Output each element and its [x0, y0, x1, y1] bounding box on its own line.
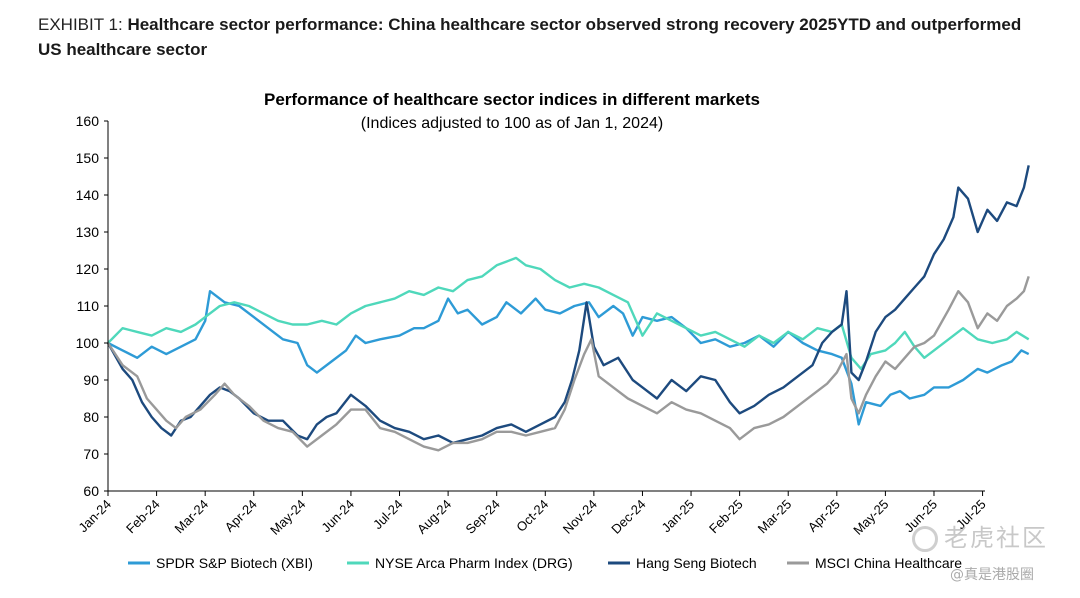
x-tick-label: Apr-25	[805, 497, 843, 535]
y-tick-label: 70	[83, 446, 99, 462]
legend-label-3: Hang Seng Biotech	[636, 555, 757, 571]
legend-label-4: MSCI China Healthcare	[815, 555, 962, 571]
x-tick-label: Feb-24	[123, 497, 163, 537]
x-tick-label: Nov-24	[560, 497, 600, 537]
y-tick-label: 110	[77, 298, 100, 314]
x-tick-label: Jun-24	[318, 497, 357, 536]
x-tick-label: Mar-24	[172, 497, 212, 537]
legend-label-2: NYSE Arca Pharm Index (DRG)	[375, 555, 573, 571]
watermark-brand: 老虎社区	[912, 518, 1048, 553]
y-tick-label: 160	[76, 113, 100, 129]
x-tick-label: Jan-25	[658, 497, 697, 536]
x-tick-label: Dec-24	[608, 497, 648, 537]
exhibit-heading: EXHIBIT 1: Healthcare sector performance…	[38, 12, 1038, 62]
tiger-logo-icon	[912, 526, 938, 552]
series-line-1	[107, 290, 1030, 426]
chart-title: Performance of healthcare sector indices…	[264, 90, 760, 109]
x-tick-label: Feb-25	[706, 497, 746, 537]
x-tick-label: May-25	[850, 497, 891, 538]
legend: SPDR S&P Biotech (XBI) NYSE Arca Pharm In…	[128, 555, 962, 571]
y-tick-label: 120	[76, 261, 100, 277]
series-line-4	[106, 276, 1030, 452]
y-tick-label: 60	[83, 483, 99, 499]
exhibit-prefix: EXHIBIT 1:	[38, 15, 128, 34]
y-tick-label: 80	[83, 409, 99, 425]
y-tick-label: 130	[76, 224, 100, 240]
x-tick-label: Mar-25	[755, 497, 795, 537]
x-tick-label: Jan-24	[75, 497, 114, 536]
series-layer	[106, 165, 1030, 452]
x-tick-label: Oct-24	[513, 497, 551, 535]
x-tick-label: Apr-24	[222, 497, 260, 535]
watermark-brand-text: 老虎社区	[944, 524, 1048, 552]
legend-label-1: SPDR S&P Biotech (XBI)	[156, 555, 313, 571]
x-tick-label: May-24	[267, 497, 308, 538]
x-tick-label: Sep-24	[463, 497, 503, 537]
x-tick-label: Aug-24	[414, 497, 454, 537]
y-tick-label: 140	[76, 187, 100, 203]
exhibit-title: Healthcare sector performance: China hea…	[38, 15, 1022, 59]
x-tick-label: Jul-24	[370, 497, 406, 533]
y-tick-label: 150	[76, 150, 100, 166]
watermark-handle: @真是港股圈	[950, 567, 1034, 583]
chart-subtitle: (Indices adjusted to 100 as of Jan 1, 20…	[361, 115, 663, 132]
y-tick-label: 100	[76, 335, 100, 351]
y-tick-label: 90	[83, 372, 99, 388]
series-line-2	[107, 256, 1030, 371]
